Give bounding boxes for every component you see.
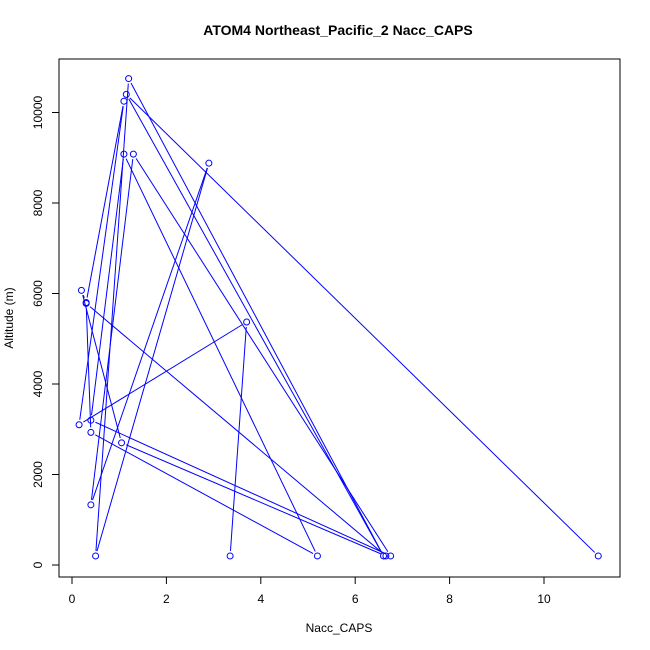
series-segment <box>135 158 389 553</box>
data-point <box>82 299 90 307</box>
y-tick-label: 0 <box>31 561 45 568</box>
data-point <box>122 90 130 98</box>
data-point <box>226 552 234 560</box>
data-point <box>129 150 137 158</box>
data-point <box>87 416 95 424</box>
x-tick-label: 6 <box>352 592 359 606</box>
x-tick-label: 10 <box>537 592 551 606</box>
series-segment <box>92 167 208 501</box>
series-segment <box>86 106 124 298</box>
x-tick-label: 4 <box>257 592 264 606</box>
data-point <box>313 552 321 560</box>
series-segment <box>83 324 243 423</box>
series-segment <box>125 444 382 555</box>
data-point <box>387 552 395 560</box>
series-segment <box>82 295 121 439</box>
x-axis: 0 2 4 6 8 10 <box>69 576 551 606</box>
chart-title: ATOM4 Northeast_Pacific_2 Nacc_CAPS <box>203 22 472 38</box>
y-axis: 0 2000 4000 6000 8000 10000 <box>31 95 60 568</box>
data-point <box>205 159 213 167</box>
series-segment <box>129 97 596 553</box>
series-segment <box>95 83 129 551</box>
y-tick-label: 4000 <box>31 370 45 397</box>
series-segment <box>130 82 382 552</box>
x-tick-label: 8 <box>446 592 453 606</box>
y-tick-label: 2000 <box>31 461 45 488</box>
data-point <box>125 75 133 83</box>
data-point <box>120 150 128 158</box>
series-segment <box>90 159 124 416</box>
series-segment <box>79 106 124 420</box>
series-segment <box>82 294 85 299</box>
data-point <box>594 552 602 560</box>
data-point <box>120 97 128 105</box>
x-tick-label: 2 <box>163 592 170 606</box>
series-segment <box>89 306 383 554</box>
series-segment <box>90 159 134 500</box>
series-segment <box>125 158 316 552</box>
series-layer <box>75 75 602 560</box>
series-segment <box>95 421 387 555</box>
data-point <box>118 439 126 447</box>
y-tick-label: 10000 <box>31 95 45 129</box>
data-point <box>77 286 85 294</box>
data-point <box>382 552 390 560</box>
series-segment <box>229 326 247 551</box>
x-axis-label: Nacc_CAPS <box>306 621 373 635</box>
data-point <box>92 552 100 560</box>
data-point <box>75 421 83 429</box>
x-tick-label: 0 <box>69 592 76 606</box>
series-segment <box>128 98 382 552</box>
data-point <box>87 501 95 509</box>
y-tick-label: 8000 <box>31 189 45 216</box>
series-segment <box>85 308 92 428</box>
series-segment <box>95 434 314 554</box>
data-point <box>243 318 251 326</box>
data-point <box>87 428 95 436</box>
data-point <box>380 552 388 560</box>
y-axis-label: Altitude (m) <box>2 287 16 348</box>
y-tick-label: 6000 <box>31 280 45 307</box>
plot-frame <box>58 58 621 578</box>
